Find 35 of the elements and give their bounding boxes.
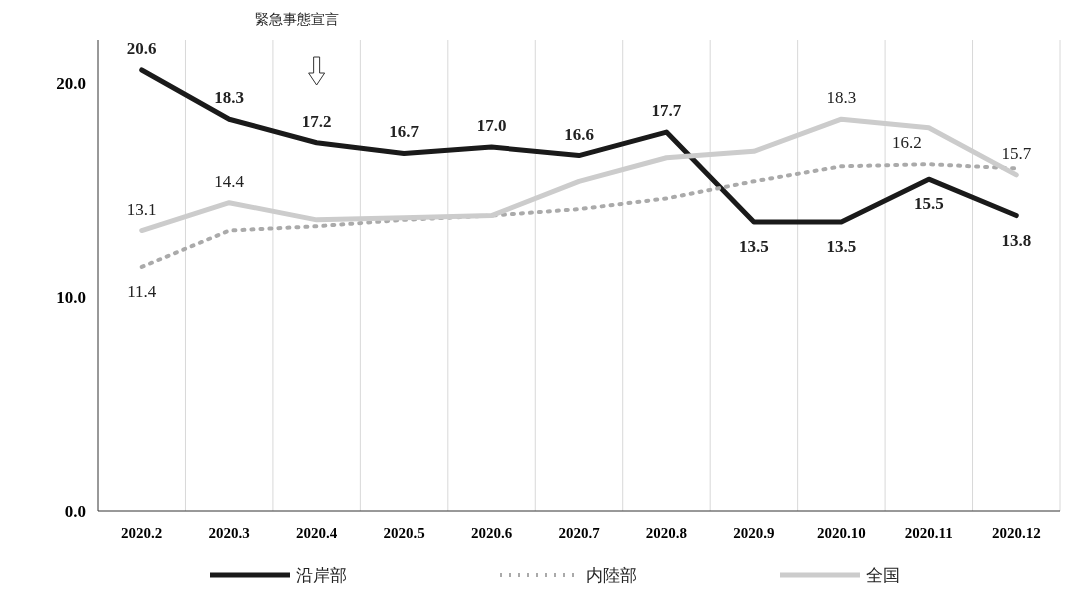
data-label: 15.7 [1001, 143, 1032, 163]
legend-label: 全国 [866, 565, 900, 585]
data-label: 16.2 [891, 133, 922, 153]
x-tick-label: 2020.5 [383, 525, 425, 541]
data-label: 13.8 [1001, 230, 1032, 250]
data-label: 15.5 [913, 194, 944, 214]
y-tick-label: 20.0 [56, 73, 86, 93]
data-label: 13.5 [826, 236, 857, 256]
data-label: 13.5 [739, 236, 769, 256]
y-tick-label: 10.0 [56, 287, 86, 307]
x-tick-label: 2020.4 [296, 525, 338, 541]
data-label: 16.7 [389, 122, 420, 142]
x-tick-label: 2020.9 [733, 525, 775, 541]
data-label: 17.2 [301, 111, 332, 131]
legend-label: 沿岸部 [296, 565, 347, 585]
x-tick-label: 2020.3 [208, 525, 250, 541]
x-tick-label: 2020.2 [121, 525, 163, 541]
x-tick-label: 2020.10 [816, 525, 866, 541]
data-label: 17.0 [476, 116, 507, 136]
x-tick-label: 2020.8 [645, 525, 688, 541]
data-label: 20.6 [126, 38, 157, 58]
data-label: 16.6 [564, 124, 594, 144]
data-label: 13.1 [126, 199, 157, 219]
y-tick-label: 0.0 [64, 502, 86, 521]
data-label: 17.7 [651, 101, 682, 121]
x-tick-label: 2020.12 [991, 525, 1041, 541]
x-tick-label: 2020.7 [558, 525, 601, 541]
text: 緊急事態宣言 [254, 11, 339, 27]
x-tick-label: 2020.6 [470, 525, 513, 541]
data-label: 11.4 [127, 281, 157, 301]
data-label: 18.3 [214, 88, 245, 108]
data-label: 14.4 [214, 171, 245, 191]
data-label: 18.3 [826, 88, 857, 108]
legend-label: 内陸部 [586, 565, 637, 585]
x-tick-label: 2020.11 [904, 525, 953, 541]
